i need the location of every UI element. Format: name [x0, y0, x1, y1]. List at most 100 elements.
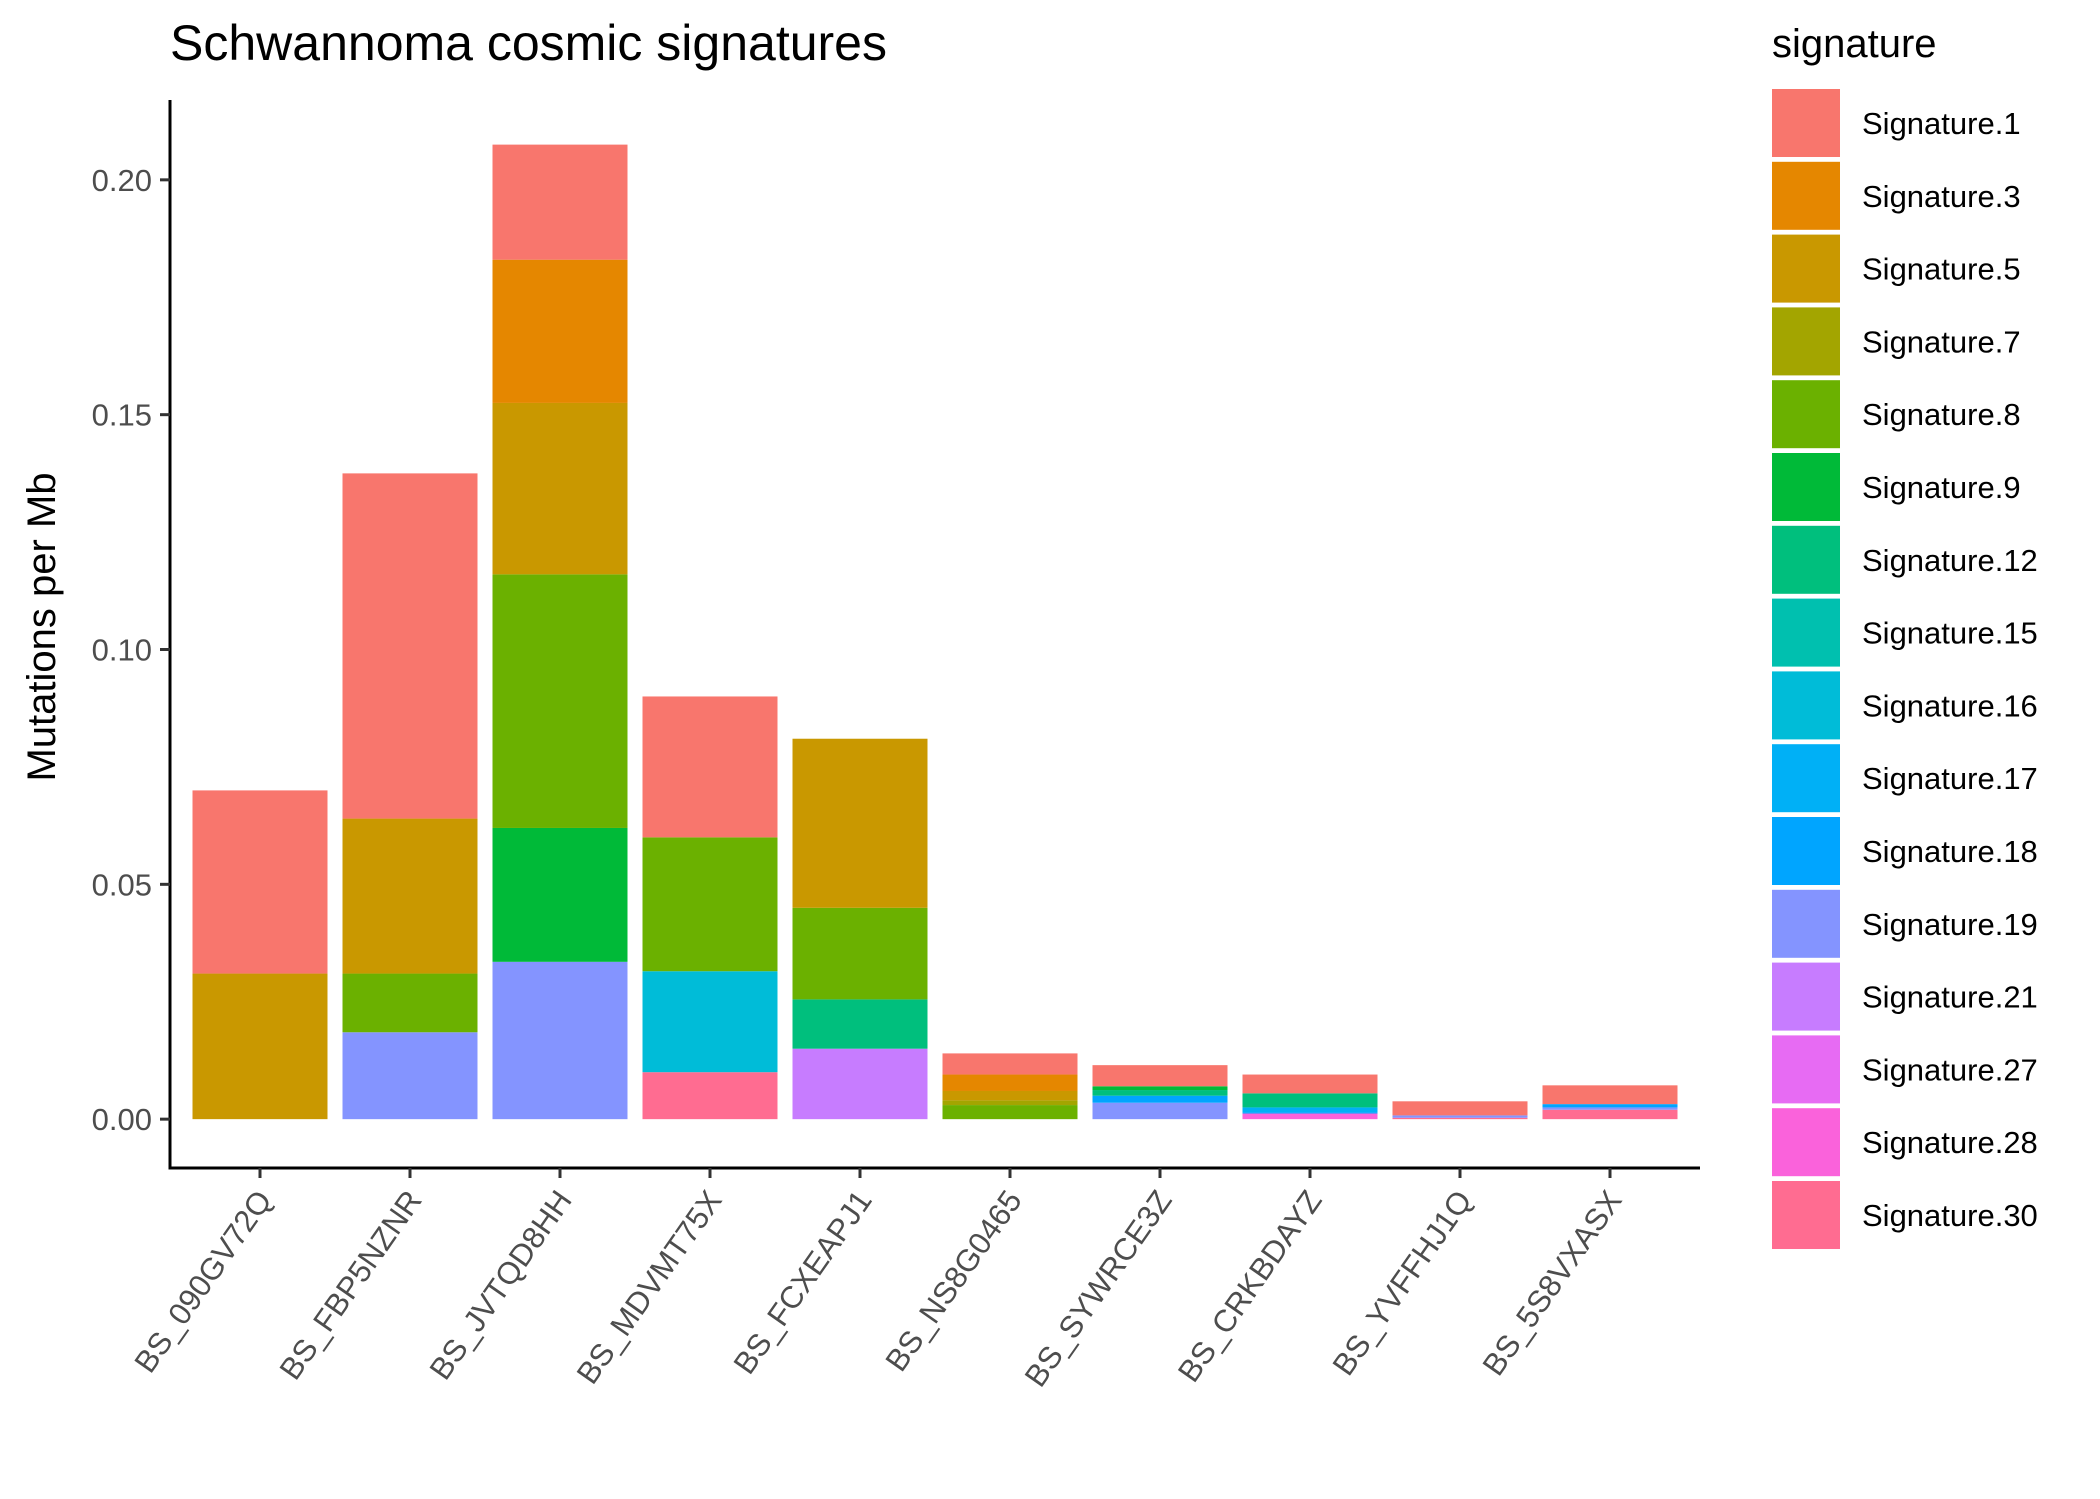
x-tick-label: BS_NS8G0465	[878, 1184, 1028, 1378]
legend-item: Signature.19	[1772, 889, 2038, 958]
legend-label: Signature.9	[1862, 470, 2021, 505]
legend-item: Signature.3	[1772, 161, 2021, 230]
legend-item: Signature.12	[1772, 525, 2038, 594]
legend-label: Signature.17	[1862, 761, 2038, 796]
legend-swatch	[1772, 307, 1840, 376]
bar-segment-BS_JVTQD8HH-Signature.5	[492, 402, 628, 575]
bar-segment-BS_FCXEAPJ1-Signature.12	[792, 999, 928, 1049]
legend-label: Signature.7	[1862, 324, 2021, 359]
bar-segment-BS_FBP5NZNR-Signature.5	[342, 818, 478, 974]
bar-segment-BS_FBP5NZNR-Signature.1	[342, 473, 478, 819]
legend-label: Signature.8	[1862, 397, 2021, 432]
bar-segment-BS_FCXEAPJ1-Signature.5	[792, 738, 928, 908]
legend-label: Signature.19	[1862, 907, 2038, 942]
legend-swatch	[1772, 744, 1840, 813]
legend: signature Signature.1Signature.3Signatur…	[1772, 22, 2038, 1249]
bar-segment-BS_5S8VXASX-Signature.30	[1542, 1109, 1678, 1120]
legend-swatch	[1772, 525, 1840, 594]
y-ticks-layer: 0.00 0.05 0.10 0.15 0.20	[92, 163, 170, 1137]
y-tick-label: 0.00	[92, 1102, 152, 1137]
bar-segment-BS_NS8G0465-Signature.1	[942, 1053, 1078, 1075]
legend-item: Signature.21	[1772, 962, 2038, 1031]
legend-label: Signature.18	[1862, 834, 2038, 869]
bars-layer	[192, 144, 1678, 1120]
bar-segment-BS_NS8G0465-Signature.8	[942, 1105, 1078, 1120]
bar-segment-BS_5S8VXASX-Signature.18	[1542, 1104, 1678, 1108]
legend-item: Signature.5	[1772, 234, 2021, 303]
legend-item: Signature.17	[1772, 744, 2038, 813]
bar-segment-BS_MDVMT75X-Signature.16	[642, 971, 778, 1073]
chart-title: Schwannoma cosmic signatures	[170, 15, 887, 71]
x-tick-label: BS_FCXEAPJ1	[727, 1184, 879, 1381]
bar-segment-BS_MDVMT75X-Signature.30	[642, 1072, 778, 1120]
bar-segment-BS_JVTQD8HH-Signature.19	[492, 961, 628, 1120]
bar-segment-BS_YVFFHJ1Q-Signature.30	[1392, 1117, 1528, 1120]
legend-label: Signature.3	[1862, 179, 2021, 214]
legend-label: Signature.27	[1862, 1052, 2038, 1087]
legend-item: Signature.30	[1772, 1181, 2038, 1249]
bar-segment-BS_SYWRCE3Z-Signature.1	[1092, 1065, 1228, 1087]
legend-label: Signature.12	[1862, 543, 2038, 578]
y-axis-label: Mutations per Mb	[20, 472, 64, 781]
legend-label: Signature.21	[1862, 980, 2038, 1015]
legend-swatch	[1772, 817, 1840, 885]
bar-segment-BS_CRKBDAYZ-Signature.1	[1242, 1074, 1378, 1094]
y-tick-label: 0.15	[92, 398, 152, 433]
legend-label: Signature.28	[1862, 1125, 2038, 1160]
legend-swatch	[1772, 1181, 1840, 1249]
x-tick-label: BS_MDVMT75X	[570, 1184, 729, 1391]
bar-segment-BS_SYWRCE3Z-Signature.12	[1092, 1090, 1228, 1096]
legend-swatch	[1772, 1035, 1840, 1104]
bar-segment-BS_FCXEAPJ1-Signature.21	[792, 1048, 928, 1120]
legend-item: Signature.9	[1772, 453, 2021, 521]
x-tick-label: BS_5S8VXASX	[1476, 1184, 1629, 1382]
bar-segment-BS_YVFFHJ1Q-Signature.19	[1392, 1115, 1528, 1118]
x-tick-label: BS_FBP5NZNR	[273, 1184, 429, 1386]
legend-item: Signature.18	[1772, 817, 2038, 885]
x-tick-label: BS_SYWRCE3Z	[1018, 1184, 1179, 1393]
bar-segment-BS_SYWRCE3Z-Signature.9	[1092, 1086, 1228, 1091]
bar-segment-BS_090GV72Q-Signature.5	[192, 973, 328, 1120]
legend-item: Signature.7	[1772, 307, 2021, 376]
bar-segment-BS_FBP5NZNR-Signature.8	[342, 973, 478, 1033]
x-tick-label: BS_CRKBDAYZ	[1171, 1184, 1329, 1388]
bar-segment-BS_CRKBDAYZ-Signature.12	[1242, 1093, 1378, 1108]
axes-layer	[168, 100, 1700, 1170]
legend-swatch	[1772, 889, 1840, 958]
bar-segment-BS_CRKBDAYZ-Signature.18	[1242, 1112, 1378, 1114]
bar-segment-BS_MDVMT75X-Signature.8	[642, 837, 778, 972]
bar-segment-BS_NS8G0465-Signature.7	[942, 1100, 1078, 1106]
bar-segment-BS_FCXEAPJ1-Signature.8	[792, 907, 928, 1000]
legend-item: Signature.1	[1772, 89, 2021, 157]
bar-segment-BS_JVTQD8HH-Signature.3	[492, 259, 628, 403]
bar-segment-BS_NS8G0465-Signature.3	[942, 1074, 1078, 1091]
y-tick-label: 0.20	[92, 163, 152, 198]
legend-label: Signature.1	[1862, 106, 2021, 141]
legend-title: signature	[1772, 22, 1937, 66]
x-ticks-layer: BS_090GV72QBS_FBP5NZNRBS_JVTQD8HHBS_MDVM…	[127, 1168, 1629, 1393]
y-tick-label: 0.05	[92, 867, 152, 902]
legend-items: Signature.1 Signature.3 Signature.5 Signatu…	[1772, 89, 2038, 1249]
bar-segment-BS_YVFFHJ1Q-Signature.1	[1392, 1101, 1528, 1116]
legend-swatch	[1772, 671, 1840, 740]
bar-segment-BS_MDVMT75X-Signature.1	[642, 696, 778, 838]
bar-segment-BS_JVTQD8HH-Signature.9	[492, 827, 628, 962]
legend-swatch	[1772, 161, 1840, 230]
legend-swatch	[1772, 598, 1840, 667]
legend-swatch	[1772, 89, 1840, 157]
bar-segment-BS_JVTQD8HH-Signature.1	[492, 144, 628, 260]
legend-swatch	[1772, 234, 1840, 303]
legend-item: Signature.8	[1772, 380, 2021, 449]
legend-label: Signature.15	[1862, 616, 2038, 651]
y-tick-label: 0.10	[92, 632, 152, 667]
bar-segment-BS_SYWRCE3Z-Signature.18	[1092, 1095, 1228, 1103]
bar-segment-BS_5S8VXASX-Signature.19	[1542, 1107, 1678, 1110]
bar-segment-BS_JVTQD8HH-Signature.8	[492, 574, 628, 828]
x-tick-label: BS_YVFFHJ1Q	[1326, 1184, 1479, 1382]
x-tick-label: BS_JVTQD8HH	[423, 1184, 579, 1386]
legend-label: Signature.5	[1862, 252, 2021, 287]
bar-segment-BS_5S8VXASX-Signature.1	[1542, 1085, 1678, 1105]
legend-swatch	[1772, 1108, 1840, 1177]
bar-segment-BS_NS8G0465-Signature.5	[942, 1090, 1078, 1101]
